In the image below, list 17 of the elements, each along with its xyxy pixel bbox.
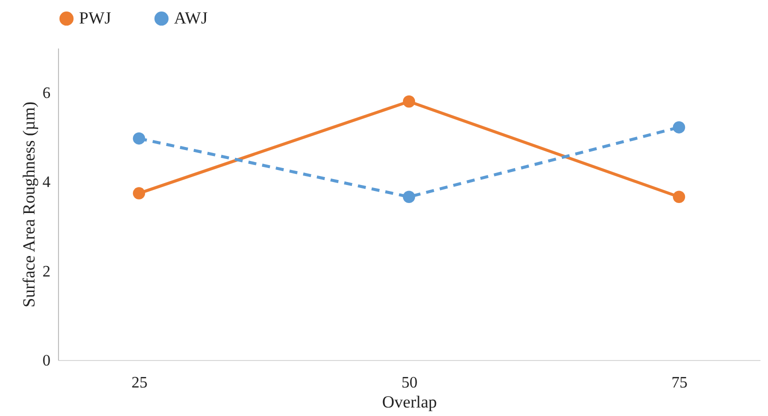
point <box>402 95 416 108</box>
y-axis-title: Surface Area Roughness (µm) <box>20 102 38 308</box>
point <box>132 187 146 200</box>
y-tick-label: 4 <box>42 174 50 192</box>
y-tick-label: 2 <box>42 263 50 280</box>
legend-label: PWJ <box>79 8 112 28</box>
x-tick-label: 25 <box>132 374 148 392</box>
x-tick-label: 75 <box>672 374 688 392</box>
point <box>402 190 416 203</box>
x-axis-title: Overlap <box>382 392 437 412</box>
y-tick-label: 6 <box>42 85 50 102</box>
point <box>672 121 686 134</box>
point <box>132 132 146 145</box>
y-tick-label: 0 <box>42 352 50 370</box>
point <box>672 190 686 203</box>
legend-label: AWJ <box>174 8 208 28</box>
x-tick-label: 50 <box>402 374 418 392</box>
